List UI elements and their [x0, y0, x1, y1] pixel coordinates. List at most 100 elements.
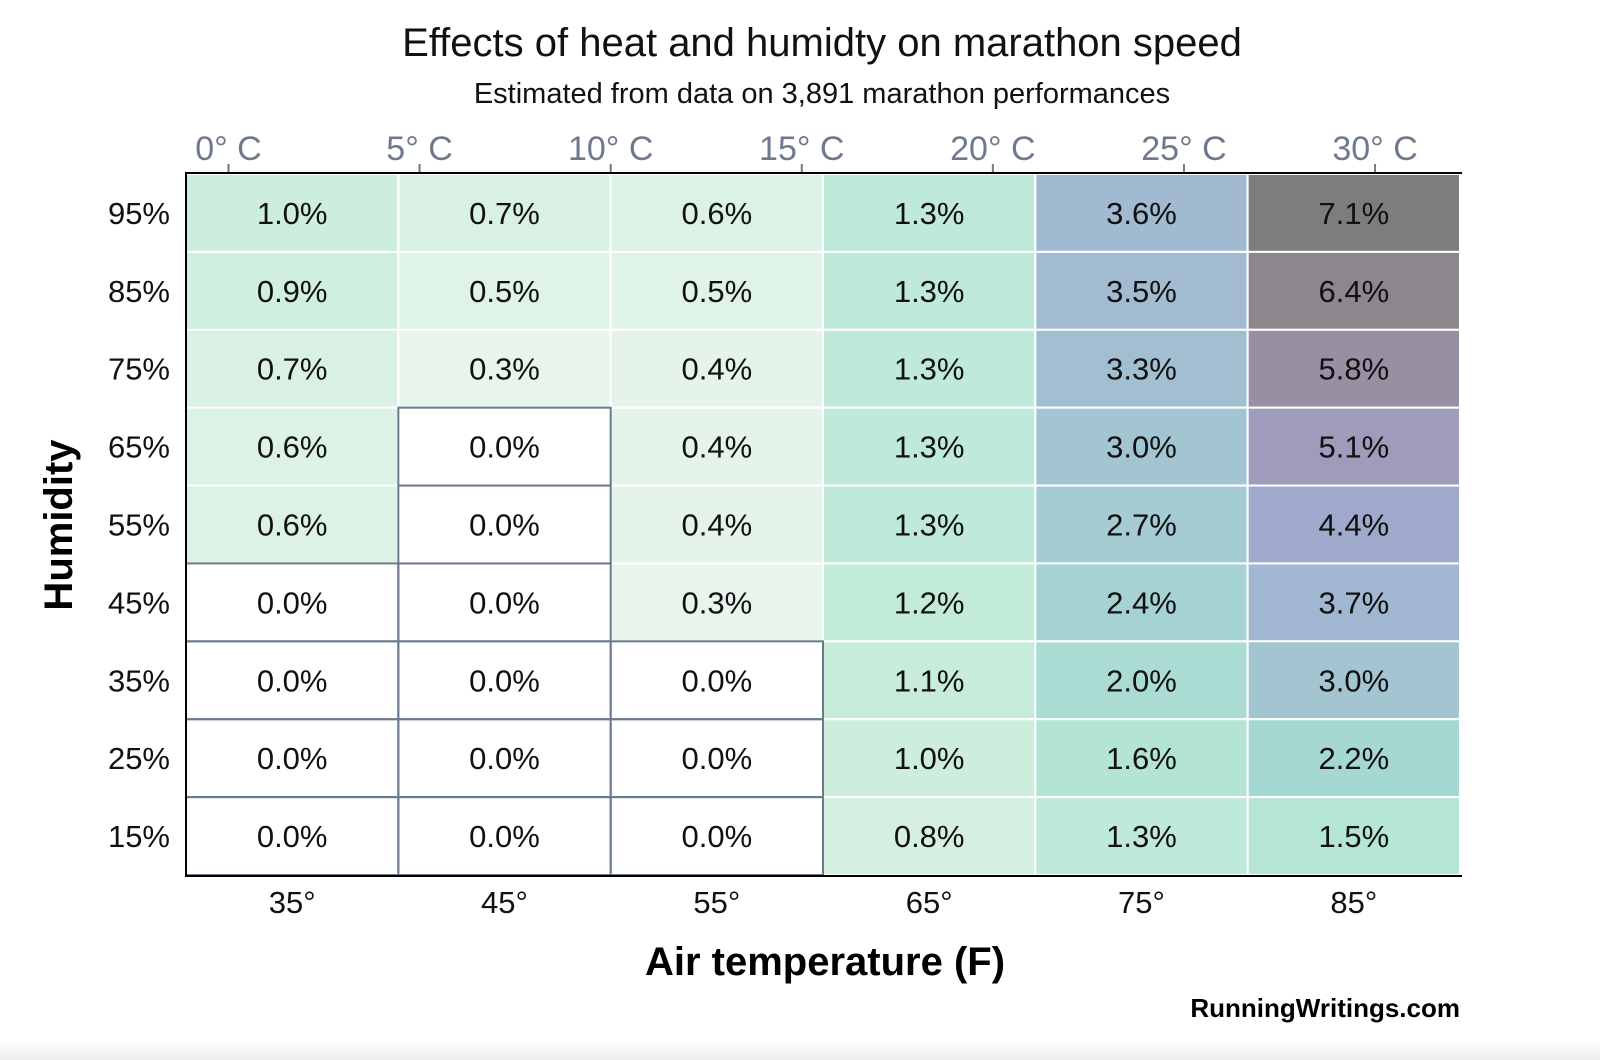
cell-label: 5.1%: [1318, 430, 1389, 465]
y-tick-label: 75%: [108, 352, 170, 387]
heatmap-cell: [397, 250, 612, 331]
cell-label: 0.5%: [681, 274, 752, 309]
y-tick-label: 55%: [108, 508, 170, 543]
heatmap-cell: [609, 406, 825, 487]
heatmap-cell: [822, 718, 1037, 799]
heatmap-cell: [609, 796, 825, 876]
cell-label: 0.0%: [469, 741, 540, 776]
heatmap-cell: [397, 640, 612, 721]
cell-label: 0.0%: [469, 663, 540, 698]
x-tick-label: 75°: [1118, 885, 1165, 920]
y-tick-label: 25%: [108, 741, 170, 776]
heatmap-cell: [822, 484, 1037, 565]
y-tick-label: 35%: [108, 663, 170, 698]
cell-label: 1.6%: [1106, 741, 1177, 776]
celsius-tick-label: 0° C: [195, 130, 262, 168]
cell-label: 1.0%: [894, 741, 965, 776]
humidity-tick-labels: 95% 85% 75% 65% 55% 45% 35% 25% 15%: [108, 196, 170, 854]
cell-label: 1.0%: [257, 196, 328, 231]
celsius-axis: 0° C 5° C 10° C 15° C 20° C 25° C 30° C: [195, 130, 1418, 173]
heatmap-cell: [1246, 328, 1461, 409]
cell-label: 0.0%: [257, 741, 328, 776]
cell-label: 1.1%: [894, 663, 965, 698]
cell-label: 3.0%: [1106, 430, 1177, 465]
heatmap-cell: [1034, 328, 1249, 409]
cell-label: 2.7%: [1106, 508, 1177, 543]
cell-label: 0.7%: [469, 196, 540, 231]
heatmap-cell: [1034, 173, 1249, 253]
x-tick-label: 45°: [481, 885, 528, 920]
cell-label: 0.0%: [681, 819, 752, 854]
heatmap-cell: [1246, 562, 1461, 643]
celsius-tick-label: 25° C: [1141, 130, 1226, 168]
cell-label: 3.3%: [1106, 352, 1177, 387]
cell-label: 1.3%: [894, 430, 965, 465]
credit-text: RunningWritings.com: [1190, 993, 1460, 1023]
heatmap-cell: [609, 718, 825, 799]
cell-label: 0.4%: [681, 352, 752, 387]
heatmap-cell: [1246, 796, 1461, 876]
heatmap-cell: [185, 562, 400, 643]
cell-label: 3.7%: [1318, 585, 1389, 620]
y-tick-label: 45%: [108, 585, 170, 620]
celsius-tick-label: 20° C: [950, 130, 1035, 168]
cell-label: 0.3%: [681, 585, 752, 620]
y-tick-label: 95%: [108, 196, 170, 231]
cell-label: 0.0%: [469, 585, 540, 620]
chart-subtitle: Estimated from data on 3,891 marathon pe…: [474, 78, 1170, 110]
cell-label: 7.1%: [1318, 196, 1389, 231]
heatmap-cell: [609, 484, 825, 565]
heatmap-cell: [822, 250, 1037, 331]
heatmap-cell: [1034, 406, 1249, 487]
fahrenheit-tick-labels: 35° 45° 55° 65° 75° 85°: [269, 885, 1378, 920]
y-axis-label: Humidity: [37, 439, 81, 611]
cell-label: 0.0%: [681, 741, 752, 776]
cell-label: 1.2%: [894, 585, 965, 620]
heatmap-cell: [609, 173, 825, 253]
x-tick-label: 55°: [693, 885, 740, 920]
heatmap-cell: [1034, 484, 1249, 565]
y-tick-label: 65%: [108, 430, 170, 465]
cell-label: 1.3%: [894, 196, 965, 231]
zero-cell-borders: [185, 406, 825, 876]
cell-label: 3.5%: [1106, 274, 1177, 309]
heatmap-cells: 1.0% 0.7% 0.6% 1.3% 3.6% 7.1% 0.9% 0.5% 0.5% 1.3%…: [185, 173, 1461, 876]
y-tick-label: 85%: [108, 274, 170, 309]
cell-label: 0.4%: [681, 508, 752, 543]
x-axis-label: Air temperature (F): [645, 940, 1005, 984]
cell-label: 0.6%: [257, 508, 328, 543]
x-tick-label: 85°: [1330, 885, 1377, 920]
cell-label: 2.4%: [1106, 585, 1177, 620]
cell-label: 0.5%: [469, 274, 540, 309]
heatmap-cell: [1246, 173, 1461, 253]
cell-label: 0.8%: [894, 819, 965, 854]
cell-label: 1.3%: [1106, 819, 1177, 854]
cell-label: 0.6%: [257, 430, 328, 465]
heatmap-cell: [1246, 406, 1461, 487]
heatmap-cell: [397, 328, 612, 409]
heatmap-cell: [1246, 640, 1461, 721]
cell-label: 0.0%: [257, 663, 328, 698]
heatmap-cell: [1034, 250, 1249, 331]
heatmap-cell: [609, 250, 825, 331]
cell-label: 0.0%: [469, 508, 540, 543]
celsius-tick-label: 15° C: [759, 130, 844, 168]
heatmap-cell: [822, 328, 1037, 409]
heatmap-cell: [397, 562, 612, 643]
heatmap-cell: [397, 484, 612, 565]
y-tick-label: 15%: [108, 819, 170, 854]
cell-label: 4.4%: [1318, 508, 1389, 543]
cell-label: 5.8%: [1318, 352, 1389, 387]
celsius-tick-label: 5° C: [386, 130, 453, 168]
cell-label: 3.6%: [1106, 196, 1177, 231]
cell-label: 2.0%: [1106, 663, 1177, 698]
bottom-shadow: [0, 1040, 1600, 1060]
cell-label: 0.7%: [257, 352, 328, 387]
cell-label: 1.5%: [1318, 819, 1389, 854]
cell-label: 1.3%: [894, 352, 965, 387]
heatmap-cell: [1034, 718, 1249, 799]
cell-label: 6.4%: [1318, 274, 1389, 309]
cell-label: 0.0%: [257, 819, 328, 854]
celsius-tick-label: 30° C: [1332, 130, 1417, 168]
